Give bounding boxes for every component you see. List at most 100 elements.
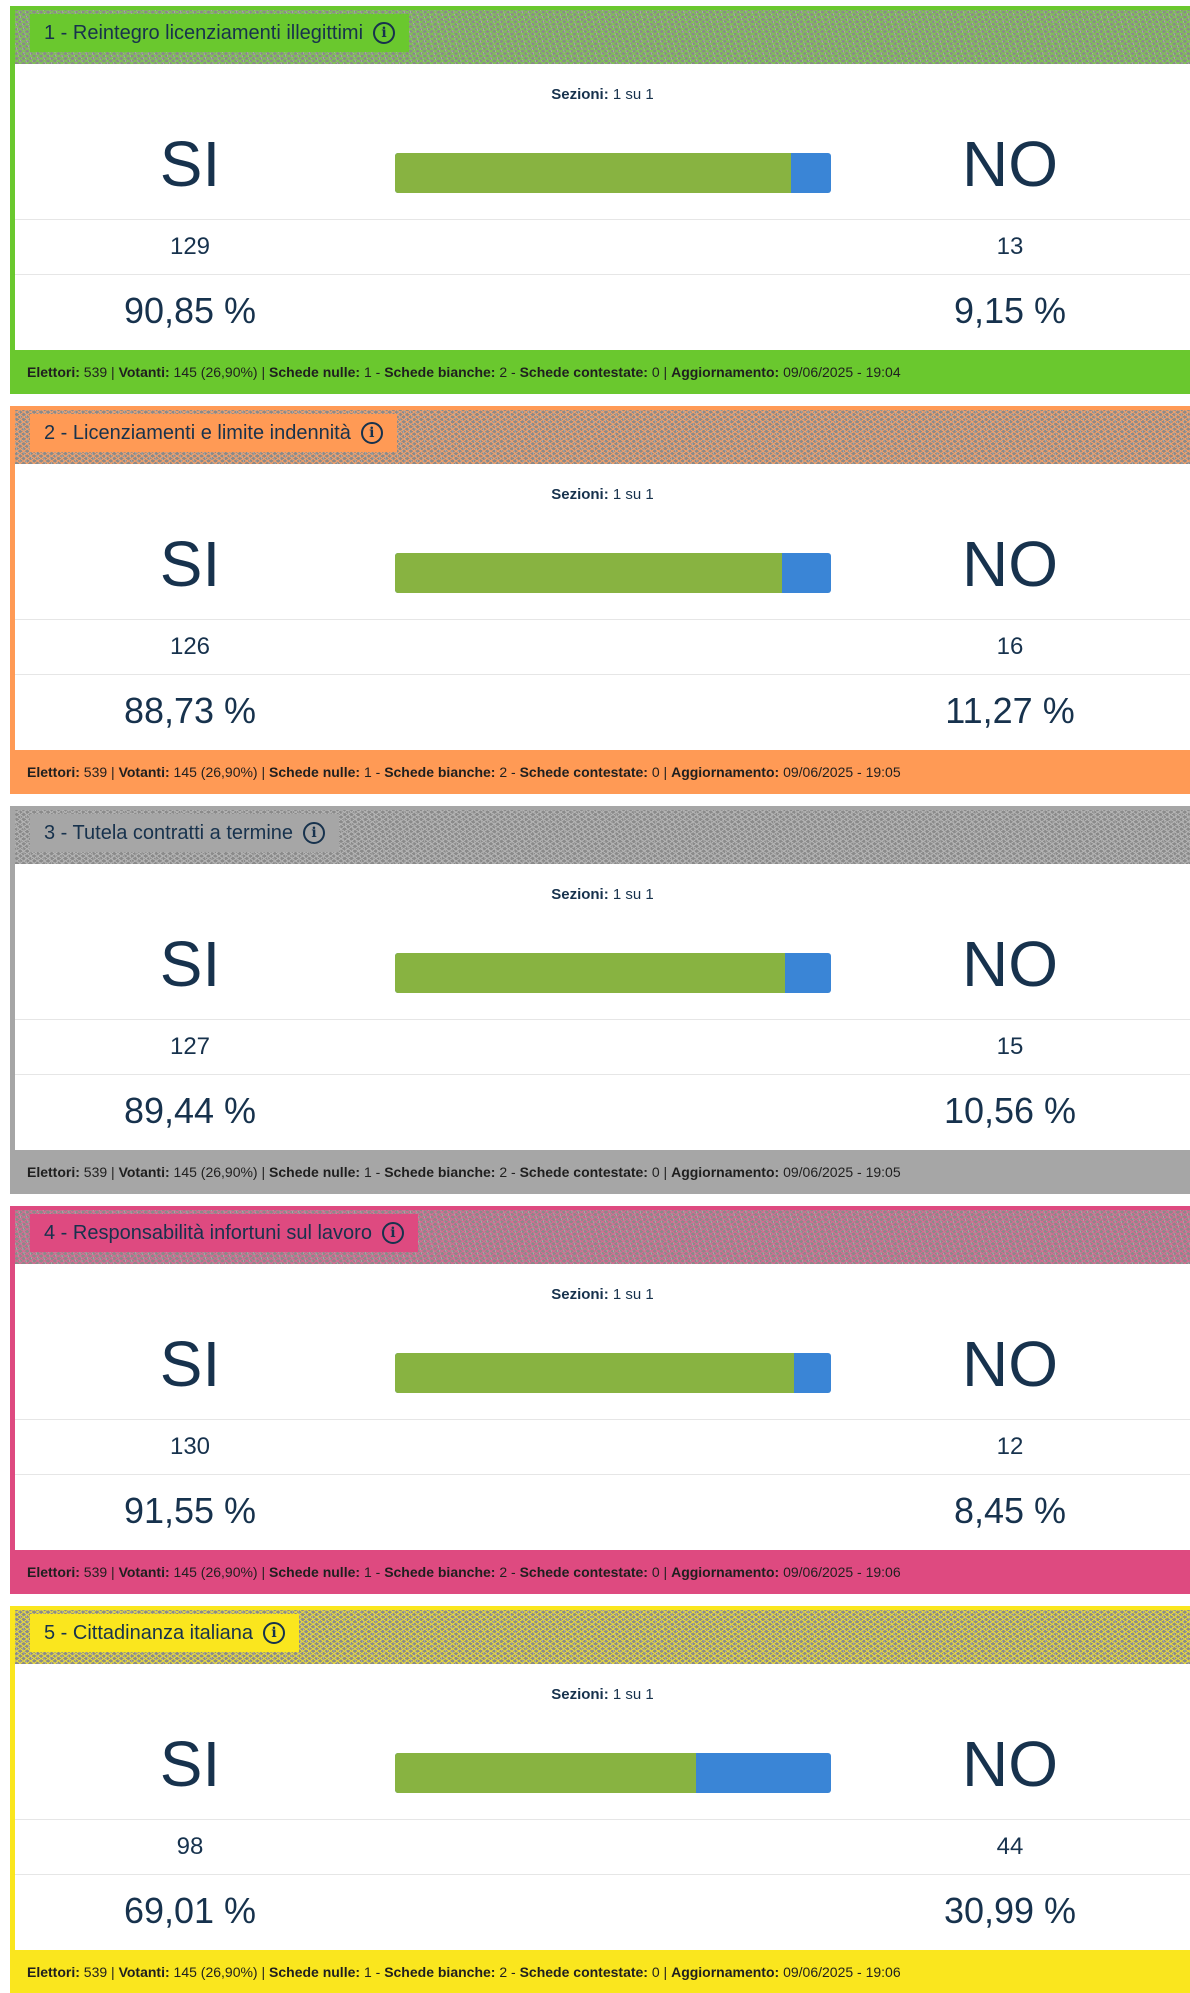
row-divider — [15, 674, 1190, 675]
sezioni-info: Sezioni: 1 su 1 — [15, 486, 1190, 503]
result-bar — [395, 553, 831, 593]
info-icon[interactable]: i — [381, 1222, 404, 1244]
result-bar — [395, 153, 831, 193]
row-divider — [15, 1874, 1190, 1875]
elettori-value: 539 — [83, 1164, 108, 1180]
aggiornamento-label: Aggiornamento: — [671, 764, 780, 780]
result-bar — [395, 1353, 831, 1393]
info-icon[interactable]: i — [373, 22, 396, 44]
votanti-label: Votanti: — [118, 764, 170, 780]
no-label: NO — [962, 1728, 1058, 1800]
sezioni-label: Sezioni: — [551, 86, 609, 103]
info-icon[interactable]: i — [360, 422, 383, 444]
si-percentage: 69,01 % — [123, 1890, 257, 1931]
schede-bianche-label: Schede bianche: — [384, 1164, 496, 1180]
referendum-title: 4 - Responsabilità infortuni sul lavoro — [44, 1221, 372, 1244]
schede-contestate-label: Schede contestate: — [519, 764, 648, 780]
elettori-value: 539 — [83, 764, 108, 780]
sezioni-label: Sezioni: — [551, 886, 609, 903]
no-votes: 15 — [996, 1033, 1024, 1060]
row-divider — [15, 1474, 1190, 1475]
info-icon[interactable]: i — [263, 1622, 286, 1644]
result-bar — [395, 953, 831, 993]
schede-nulle-label: Schede nulle: — [269, 764, 361, 780]
referendum-title-tag: 3 - Tutela contratti a termine i — [30, 814, 340, 852]
aggiornamento-value: 09/06/2025 - 19:06 — [783, 1964, 901, 1980]
sezioni-value: 1 su 1 — [612, 486, 654, 503]
si-votes: 98 — [176, 1833, 204, 1860]
si-votes: 126 — [169, 633, 211, 660]
result-bar-si-fill — [395, 553, 782, 593]
votanti-value: 145 (26,90%) — [173, 764, 258, 780]
schede-contestate-value: 0 — [651, 1964, 660, 1980]
schede-contestate-value: 0 — [651, 364, 660, 380]
elettori-label: Elettori: — [27, 364, 80, 380]
si-label: SI — [159, 928, 221, 1000]
votanti-value: 145 (26,90%) — [173, 1564, 258, 1580]
elettori-label: Elettori: — [27, 1564, 80, 1580]
si-label: SI — [159, 528, 221, 600]
referendum-title: 3 - Tutela contratti a termine — [44, 821, 294, 844]
schede-contestate-label: Schede contestate: — [519, 1964, 648, 1980]
schede-nulle-value: 1 — [363, 1164, 372, 1180]
card-header: 4 - Responsabilità infortuni sul lavoro … — [15, 1210, 1190, 1264]
elettori-value: 539 — [83, 1964, 108, 1980]
row-divider — [15, 1819, 1190, 1820]
referendum-title-tag: 2 - Licenziamenti e limite indennità i — [30, 414, 397, 452]
si-percentage: 88,73 % — [123, 690, 257, 731]
card-body: Sezioni: 1 su 1 SI NO 129 13 90,85 % 9,1… — [15, 64, 1190, 350]
si-votes: 127 — [169, 1033, 211, 1060]
referendum-title: 5 - Cittadinanza italiana — [44, 1621, 254, 1644]
si-percentage: 89,44 % — [123, 1090, 257, 1131]
schede-contestate-label: Schede contestate: — [519, 364, 648, 380]
sezioni-value: 1 su 1 — [612, 1686, 654, 1703]
schede-nulle-label: Schede nulle: — [269, 1164, 361, 1180]
votanti-label: Votanti: — [118, 1564, 170, 1580]
no-votes: 12 — [996, 1433, 1024, 1460]
no-percentage: 8,45 % — [953, 1490, 1067, 1531]
result-bar-si-fill — [395, 1753, 696, 1793]
schede-bianche-value: 2 — [499, 1564, 508, 1580]
aggiornamento-value: 09/06/2025 - 19:05 — [783, 764, 901, 780]
no-label: NO — [962, 128, 1058, 200]
si-percentage: 90,85 % — [123, 290, 257, 331]
schede-contestate-value: 0 — [651, 764, 660, 780]
referendum-title-tag: 5 - Cittadinanza italiana i — [30, 1614, 300, 1652]
info-icon[interactable]: i — [303, 822, 326, 844]
schede-bianche-value: 2 — [499, 764, 508, 780]
aggiornamento-label: Aggiornamento: — [671, 1964, 780, 1980]
row-divider — [15, 1019, 1190, 1020]
aggiornamento-value: 09/06/2025 - 19:06 — [783, 1564, 901, 1580]
no-label: NO — [962, 528, 1058, 600]
card-header: 3 - Tutela contratti a termine i — [15, 810, 1190, 864]
no-label: NO — [962, 928, 1058, 1000]
result-bar — [395, 1753, 831, 1793]
elettori-label: Elettori: — [27, 764, 80, 780]
sezioni-label: Sezioni: — [551, 1286, 609, 1303]
si-votes: 130 — [169, 1433, 211, 1460]
schede-nulle-value: 1 — [363, 764, 372, 780]
referendum-title: 2 - Licenziamenti e limite indennità — [44, 421, 351, 444]
no-percentage: 9,15 % — [953, 290, 1067, 331]
votanti-label: Votanti: — [118, 364, 170, 380]
sezioni-label: Sezioni: — [551, 486, 609, 503]
si-percentage: 91,55 % — [123, 1490, 257, 1531]
schede-nulle-label: Schede nulle: — [269, 1964, 361, 1980]
no-percentage: 10,56 % — [943, 1090, 1077, 1131]
schede-bianche-label: Schede bianche: — [384, 1964, 496, 1980]
row-divider — [15, 1074, 1190, 1075]
si-label: SI — [159, 1728, 221, 1800]
schede-bianche-value: 2 — [499, 1964, 508, 1980]
card-body: Sezioni: 1 su 1 SI NO 98 44 69,01 % 30,9… — [15, 1664, 1190, 1950]
elettori-label: Elettori: — [27, 1964, 80, 1980]
sezioni-info: Sezioni: 1 su 1 — [15, 886, 1190, 903]
sezioni-value: 1 su 1 — [612, 886, 654, 903]
sezioni-info: Sezioni: 1 su 1 — [15, 1286, 1190, 1303]
card-body: Sezioni: 1 su 1 SI NO 126 16 88,73 % 11,… — [15, 464, 1190, 750]
schede-bianche-label: Schede bianche: — [384, 764, 496, 780]
row-divider — [15, 619, 1190, 620]
elettori-value: 539 — [83, 364, 108, 380]
card-body: Sezioni: 1 su 1 SI NO 130 12 91,55 % 8,4… — [15, 1264, 1190, 1550]
si-label: SI — [159, 128, 221, 200]
